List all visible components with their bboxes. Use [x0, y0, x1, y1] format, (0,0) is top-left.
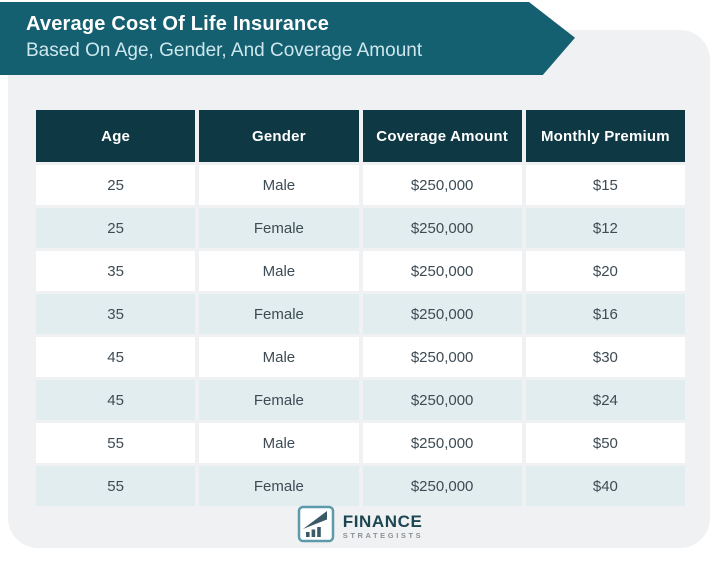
table-cell: 35 [36, 294, 196, 334]
table-cell: 55 [36, 466, 196, 506]
table-cell: $250,000 [362, 466, 522, 506]
premium-table: Age Gender Coverage Amount Monthly Premium … [32, 107, 689, 509]
table-cell: 35 [36, 251, 196, 291]
table-cell: $24 [525, 380, 685, 420]
table-cell: $30 [525, 337, 685, 377]
table-cell: $250,000 [362, 251, 522, 291]
table-row: 35 Female $250,000 $16 [36, 294, 685, 334]
table-cell: $15 [525, 165, 685, 205]
table-cell: 55 [36, 423, 196, 463]
table-row: 25 Female $250,000 $12 [36, 208, 685, 248]
table-cell: Female [199, 208, 359, 248]
table-cell: $250,000 [362, 380, 522, 420]
table-cell: Male [199, 423, 359, 463]
table-cell: Female [199, 466, 359, 506]
column-header: Monthly Premium [525, 110, 685, 162]
table-cell: 25 [36, 208, 196, 248]
table-cell: Female [199, 294, 359, 334]
table-header-row: Age Gender Coverage Amount Monthly Premium [36, 110, 685, 162]
chart-growth-arrow-icon [297, 505, 335, 548]
table-row: 35 Male $250,000 $20 [36, 251, 685, 291]
table-cell: Male [199, 337, 359, 377]
table-cell: $20 [525, 251, 685, 291]
table-row: 45 Female $250,000 $24 [36, 380, 685, 420]
table-cell: $250,000 [362, 423, 522, 463]
table-cell: $250,000 [362, 294, 522, 334]
column-header: Coverage Amount [362, 110, 522, 162]
table-cell: 45 [36, 337, 196, 377]
table-body: 25 Male $250,000 $15 25 Female $250,000 $12 35 Ma… [36, 165, 685, 506]
brand-text-block: FINANCE STRATEGISTS [342, 511, 424, 541]
table-cell: $250,000 [362, 337, 522, 377]
table-row: 45 Male $250,000 $30 [36, 337, 685, 377]
page-title: Average Cost Of Life Insurance [26, 13, 330, 35]
brand-subname: STRATEGISTS [342, 530, 424, 540]
table-cell: Male [199, 165, 359, 205]
table-row: 25 Male $250,000 $15 [36, 165, 685, 205]
brand-logo: FINANCE STRATEGISTS [0, 505, 720, 548]
table-cell: $250,000 [362, 208, 522, 248]
table-cell: 45 [36, 380, 196, 420]
table-row: 55 Female $250,000 $40 [36, 466, 685, 506]
column-header: Gender [199, 110, 359, 162]
table-cell: $40 [525, 466, 685, 506]
table-cell: $250,000 [362, 165, 522, 205]
table-cell: $16 [525, 294, 685, 334]
table-cell: Female [199, 380, 359, 420]
column-header: Age [36, 110, 196, 162]
table-cell: 25 [36, 165, 196, 205]
table-cell: $12 [525, 208, 685, 248]
table-row: 55 Male $250,000 $50 [36, 423, 685, 463]
brand-name: FINANCE [342, 511, 423, 531]
table-cell: $50 [525, 423, 685, 463]
title-banner: Average Cost Of Life Insurance Based On … [0, 2, 575, 75]
page-subtitle: Based On Age, Gender, And Coverage Amoun… [26, 40, 423, 61]
table-cell: Male [199, 251, 359, 291]
